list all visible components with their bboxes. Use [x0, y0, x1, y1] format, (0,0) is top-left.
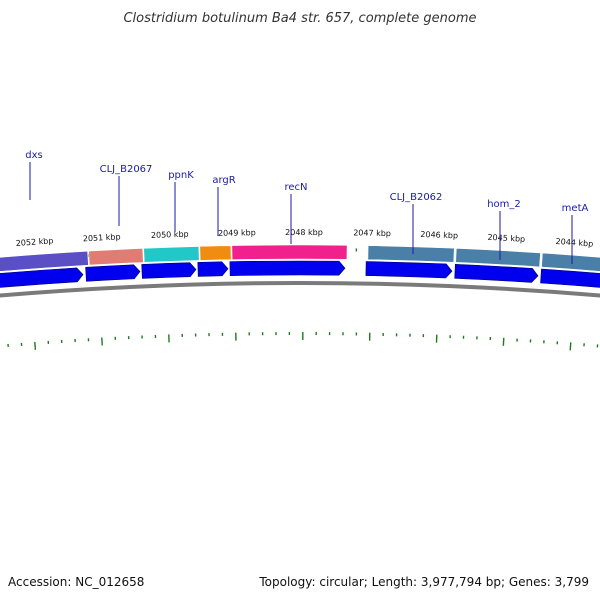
feature-band: [231, 244, 348, 260]
gene-label: argR: [212, 175, 235, 186]
feature-band: [143, 246, 200, 263]
inner-tick-marks: [7, 332, 599, 351]
feature-band: [88, 248, 144, 266]
gene-arrow: [197, 261, 229, 277]
gene-arrow-ring: [0, 260, 600, 288]
scale-label: 2045 kbp: [487, 233, 525, 244]
gene-arrow: [141, 262, 197, 279]
feature-band: [455, 248, 541, 268]
scale-label: 2051 kbp: [83, 232, 121, 243]
scale-label: 2046 kbp: [420, 230, 458, 240]
gene-arrow: [365, 261, 453, 279]
gene-arrow: [0, 267, 84, 288]
gene-arrow: [229, 260, 346, 276]
gene-arrow: [540, 268, 600, 288]
gene-label: ppnK: [168, 170, 194, 181]
feature-band: [0, 250, 89, 272]
gene-arrow: [454, 264, 539, 283]
feature-band: [199, 245, 232, 261]
gene-label: metA: [562, 203, 589, 214]
scale-label: 2049 kbp: [218, 228, 256, 238]
gene-label: CLJ_B2067: [100, 164, 153, 175]
scale-label: 2047 kbp: [353, 228, 391, 238]
genome-backbone: [0, 281, 600, 298]
gene-label: recN: [284, 182, 307, 193]
scale-label: 2048 kbp: [285, 228, 323, 237]
feature-band: [541, 252, 600, 272]
tick-mark: [34, 341, 37, 350]
feature-ring: [0, 244, 600, 272]
scale-label: 2052 kbp: [15, 236, 53, 248]
gene-label: dxs: [25, 150, 42, 161]
map-title: Clostridium botulinum Ba4 str. 657, comp…: [123, 11, 476, 26]
scale-label: 2044 kbp: [555, 237, 593, 249]
scale-labels: 2052 kbp 2051 kbp 2050 kbp 2049 kbp 2048 kbp…: [15, 228, 593, 249]
accession-text: Accession: NC_012658: [8, 575, 144, 589]
gene-labels: dxs CLJ_B2067 ppnK argR recN CLJ_B2062 hom_2 me…: [25, 150, 588, 264]
tick-mark: [569, 342, 572, 351]
gene-label: hom_2: [487, 199, 521, 210]
gene-arrow: [85, 264, 141, 282]
gene-label: CLJ_B2062: [390, 192, 443, 203]
feature-band: [367, 245, 455, 263]
topology-summary-text: Topology: circular; Length: 3,977,794 bp…: [258, 575, 589, 589]
scale-label: 2050 kbp: [151, 230, 189, 240]
